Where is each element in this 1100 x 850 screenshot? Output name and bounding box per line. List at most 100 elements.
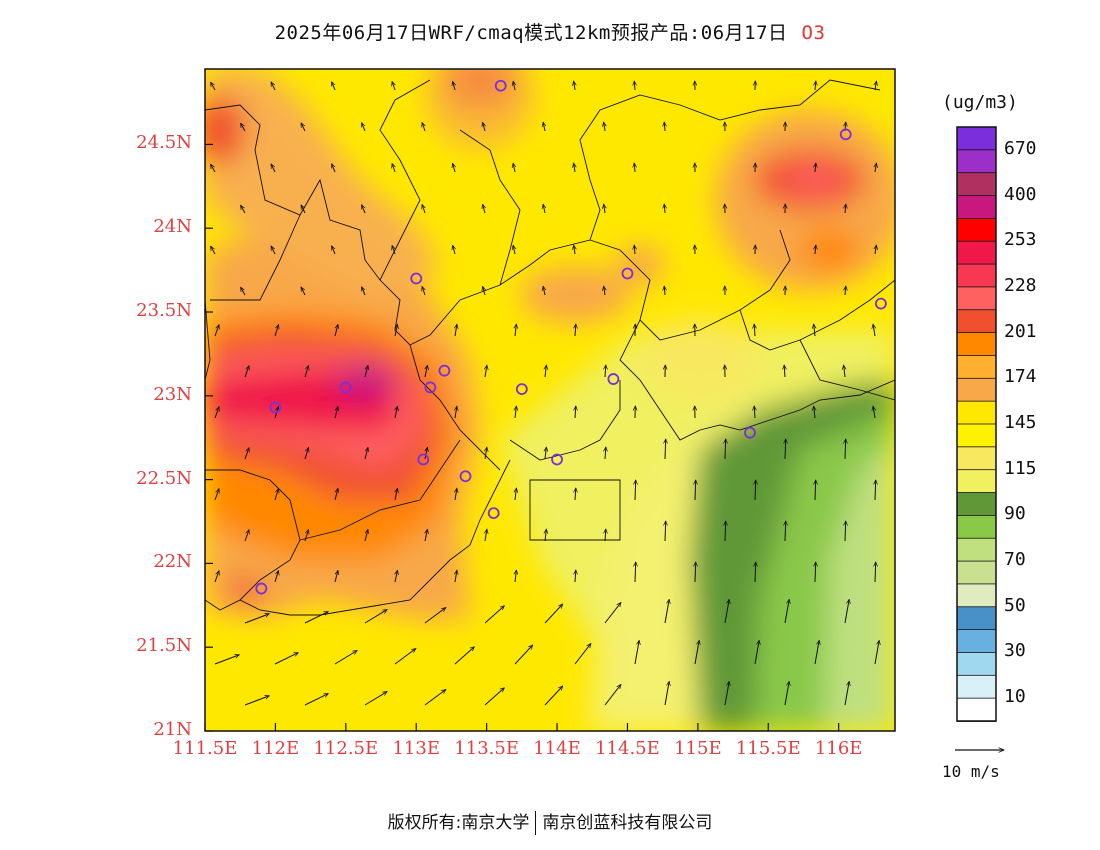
colorbar-label: 30 — [1004, 640, 1026, 662]
colorbar-swatch — [956, 606, 997, 631]
wind-arrow — [274, 571, 278, 583]
wind-arrow — [485, 365, 487, 378]
colorbar-swatch — [956, 172, 997, 197]
wind-arrow — [574, 643, 591, 665]
wind-arrow — [514, 645, 533, 665]
wind-arrow — [455, 570, 457, 583]
wind-arrow — [422, 286, 425, 296]
wind-arrow — [304, 366, 308, 378]
wind-arrow — [875, 480, 876, 501]
colorbar — [956, 126, 997, 722]
lon-label: 111.5E — [172, 738, 238, 759]
wind-arrow — [392, 81, 395, 91]
wind-arrow — [513, 163, 515, 173]
station-marker — [621, 267, 634, 280]
wind-arrow — [483, 122, 485, 132]
station-marker — [417, 453, 430, 466]
station-marker — [255, 582, 268, 595]
wind-arrow — [362, 123, 366, 132]
colorbar-swatch — [956, 286, 997, 311]
wind-arrow — [364, 365, 368, 378]
wind-arrow — [605, 365, 606, 378]
station-marker — [487, 507, 500, 520]
wind-arrow — [725, 439, 726, 460]
wind-arrow — [664, 681, 669, 706]
wind-arrow — [755, 480, 756, 501]
plot-frame — [204, 68, 896, 732]
title-text: 2025年06月17日WRF/cmaq模式12km预报产品:06月17日 — [274, 22, 788, 44]
colorbar-swatch — [956, 149, 997, 174]
wind-arrow — [664, 204, 665, 214]
wind-arrow — [453, 245, 455, 255]
colorbar-swatch — [956, 423, 997, 448]
wind-arrow — [304, 448, 308, 460]
wind-arrow — [814, 324, 815, 337]
wind-arrow — [210, 246, 216, 255]
lon-label: 114E — [533, 738, 581, 759]
station-marker — [515, 383, 528, 396]
lon-label: 112.5E — [313, 738, 379, 759]
colorbar-swatch — [956, 400, 997, 425]
wind-arrow — [844, 599, 849, 624]
wind-arrow — [605, 529, 606, 542]
wind-arrow — [422, 122, 425, 132]
wind-arrow — [664, 122, 665, 132]
station-marker — [459, 470, 472, 483]
wind-arrow — [270, 164, 276, 173]
station-marker — [438, 364, 451, 377]
colorbar-label: 228 — [1004, 274, 1037, 296]
wind-arrow — [304, 530, 308, 542]
wind-arrow — [574, 163, 575, 173]
wind-arrow — [575, 488, 576, 501]
wind-arrow — [634, 163, 635, 173]
wind-arrow — [515, 324, 516, 337]
wind-arrow — [815, 163, 816, 173]
colorbar-swatch — [956, 217, 997, 243]
axis-ticks — [204, 143, 840, 732]
wind-arrow — [244, 614, 269, 624]
wind-arrow — [392, 163, 395, 173]
wind-arrow — [334, 406, 338, 419]
wind-arrow — [875, 81, 876, 91]
wind-arrow — [815, 562, 816, 583]
wind-arrow — [845, 521, 846, 542]
wind-arrow — [455, 324, 457, 337]
wind-arrow — [332, 164, 336, 173]
wind-arrow — [664, 599, 669, 624]
wind-arrow — [815, 81, 816, 91]
colorbar-swatch — [956, 537, 997, 562]
wind-arrow — [543, 286, 545, 296]
wind-arrow — [873, 324, 875, 337]
wind-arrow — [453, 81, 455, 91]
lon-label: 112E — [251, 738, 300, 759]
colorbar-swatch — [956, 126, 997, 151]
wind-arrow — [754, 406, 755, 419]
lat-label: 23.5N — [136, 300, 192, 321]
wind-arrow — [484, 688, 504, 706]
colorbar-label: 115 — [1004, 457, 1037, 479]
colorbar-label: 400 — [1004, 183, 1037, 205]
colorbar-swatch — [956, 514, 997, 540]
wind-arrow — [785, 521, 786, 542]
wind-arrow — [485, 529, 487, 542]
wind-arrow — [815, 245, 816, 255]
wind-arrow — [665, 521, 666, 542]
lat-label: 24.5N — [136, 132, 192, 154]
footer-divider — [535, 811, 537, 835]
lat-label: 22N — [153, 551, 192, 573]
wind-arrow — [784, 681, 789, 706]
wind-arrow — [574, 81, 575, 91]
colorbar-label: 174 — [1004, 366, 1037, 388]
wind-arrow — [364, 529, 368, 542]
copyright-right: 南京创蓝科技有限公司 — [542, 813, 713, 833]
lat-label: 23N — [153, 383, 192, 405]
wind-arrow — [304, 693, 328, 706]
colorbar-swatch — [956, 697, 997, 722]
wind-arrow — [545, 447, 546, 460]
wind-arrow — [513, 245, 515, 255]
wind-arrow — [545, 529, 546, 542]
wind-arrow — [784, 599, 789, 624]
colorbar-swatch — [956, 195, 997, 220]
wind-arrow — [575, 324, 576, 337]
